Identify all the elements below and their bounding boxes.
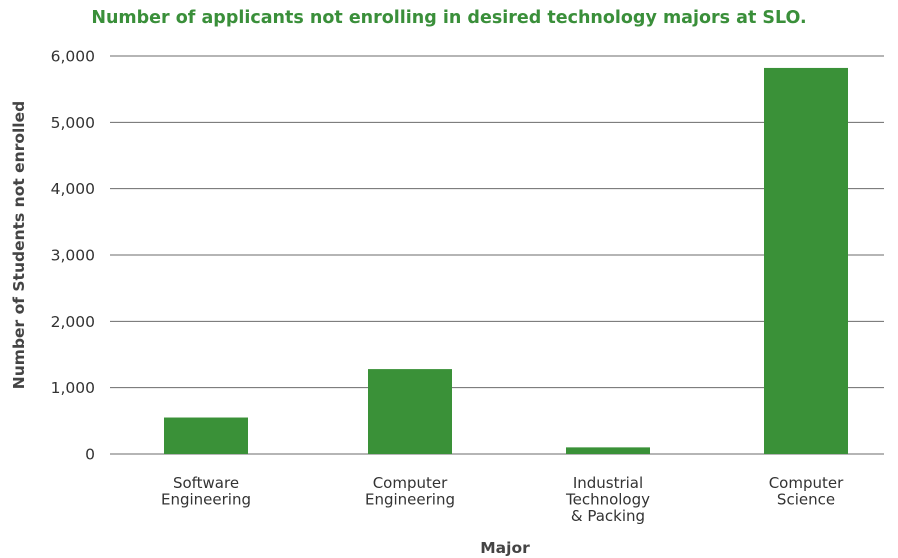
x-category-label: Industrial Technology & Packing [565, 474, 650, 525]
x-axis-title: Major [480, 539, 530, 557]
bar [566, 447, 650, 454]
chart-title: Number of applicants not enrolling in de… [91, 8, 807, 28]
gridlines [110, 55, 884, 455]
y-tick-label: 4,000 [51, 180, 95, 198]
y-axis-ticks: 0 1,000 2,000 3,000 4,000 5,000 6,000 [51, 48, 95, 464]
y-tick-label: 5,000 [51, 114, 95, 132]
x-category-label: Computer Engineering [365, 474, 455, 509]
y-axis-title: Number of Students not enrolled [10, 101, 28, 389]
y-tick-label: 1,000 [51, 379, 95, 397]
x-category-label: Software Engineering [161, 474, 251, 509]
y-tick-label: 0 [85, 446, 95, 464]
bar [368, 369, 452, 454]
bar [764, 67, 848, 454]
bars [164, 67, 848, 454]
y-tick-label: 2,000 [51, 313, 95, 331]
bar [164, 417, 248, 454]
x-category-label: Computer Science [769, 474, 844, 509]
y-tick-label: 3,000 [51, 247, 95, 265]
y-tick-label: 6,000 [51, 48, 95, 66]
x-axis-category-labels: Software Engineering Computer Engineering In… [161, 474, 844, 525]
